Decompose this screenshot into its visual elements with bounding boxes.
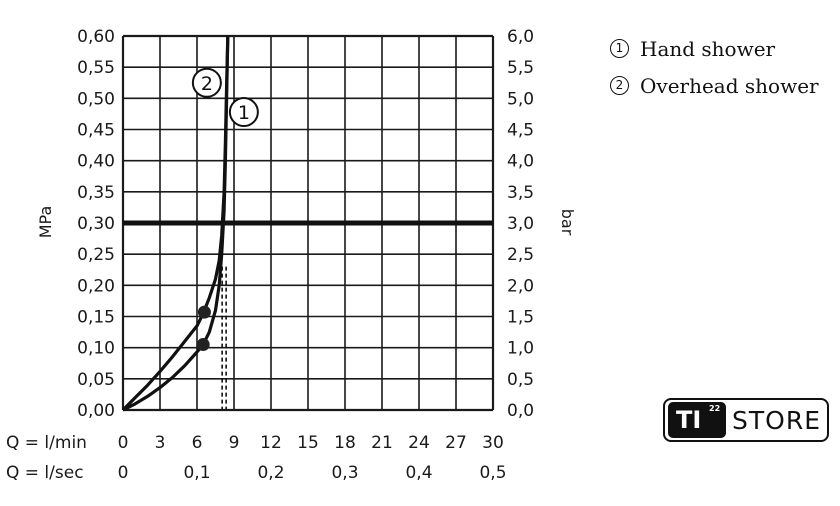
logo-wordmark: STORE xyxy=(732,405,821,435)
x-tick-label-lmin: 6 xyxy=(192,433,203,453)
x-tick-label-lsec: 0,4 xyxy=(405,463,432,483)
x-tick-label-lsec: 0,2 xyxy=(257,463,284,483)
y-axis-title-left: MPa xyxy=(36,206,55,239)
logo-mark: TI 22 xyxy=(668,402,726,438)
curve-2 xyxy=(121,35,230,412)
x-tick-label-lmin: 15 xyxy=(297,433,319,453)
x-tick-label-lsec: 0 xyxy=(118,463,129,483)
curve-labels: 12 xyxy=(191,67,259,128)
y-tick-label-left: 0,15 xyxy=(77,308,115,328)
legend: 1 Hand shower 2 Overhead shower xyxy=(610,30,819,104)
legend-label-1: Hand shower xyxy=(640,36,776,61)
x-axis-title-lsec: Q = l/sec xyxy=(6,463,84,483)
y-tick-label-right: 5,5 xyxy=(507,58,534,78)
y-tick-label-right: 5,0 xyxy=(507,89,534,109)
legend-number-2: 2 xyxy=(610,76,629,95)
curve-label-circle-2 xyxy=(191,67,222,98)
store-logo: TI 22 STORE xyxy=(663,398,829,442)
y-tick-label-left: 0,30 xyxy=(77,214,115,234)
logo-superscript: 22 xyxy=(709,404,721,413)
y-tick-label-left: 0,35 xyxy=(77,183,115,203)
y-tick-label-left: 0,05 xyxy=(77,370,115,390)
y-tick-label-left: 0,55 xyxy=(77,58,115,78)
y-tick-label-right: 0,5 xyxy=(507,370,534,390)
y-tick-label-right: 0,0 xyxy=(507,401,534,421)
y-tick-label-right: 1,0 xyxy=(507,339,534,359)
y-tick-label-right: 3,0 xyxy=(507,214,534,234)
y-axis-title-right: bar xyxy=(558,209,577,236)
curve-2-marker xyxy=(197,305,211,319)
x-tick-label-lmin: 3 xyxy=(155,433,166,453)
y-tick-label-left: 0,40 xyxy=(77,152,115,172)
x-tick-label-lmin: 24 xyxy=(408,433,430,453)
logo-mark-text: TI xyxy=(676,406,702,434)
curve-label-text-1: 1 xyxy=(238,102,250,124)
x-tick-label-lsec: 0,5 xyxy=(479,463,506,483)
x-tick-label-lmin: 12 xyxy=(260,433,282,453)
curve-label-text-2: 2 xyxy=(201,73,213,95)
x-tick-label-lsec: 0,1 xyxy=(183,463,210,483)
y-tick-label-right: 3,5 xyxy=(507,183,534,203)
tick-labels: 0,000,050,100,150,200,250,300,350,400,45… xyxy=(77,27,534,483)
x-tick-label-lmin: 27 xyxy=(445,433,467,453)
y-tick-label-left: 0,45 xyxy=(77,121,115,141)
y-tick-label-right: 2,5 xyxy=(507,245,534,265)
legend-label-2: Overhead shower xyxy=(640,73,819,98)
x-axis-title-lmin: Q = l/min xyxy=(6,433,87,453)
legend-item-hand-shower: 1 Hand shower xyxy=(610,30,819,67)
curve-1-marker xyxy=(196,338,210,352)
y-tick-label-left: 0,00 xyxy=(77,401,115,421)
y-tick-label-left: 0,10 xyxy=(77,339,115,359)
x-tick-label-lmin: 9 xyxy=(229,433,240,453)
y-tick-label-right: 1,5 xyxy=(507,308,534,328)
markers xyxy=(196,305,211,352)
y-tick-label-right: 4,0 xyxy=(507,152,534,172)
y-tick-label-left: 0,25 xyxy=(77,245,115,265)
x-tick-label-lsec: 0,3 xyxy=(331,463,358,483)
x-tick-label-lmin: 0 xyxy=(118,433,129,453)
legend-item-overhead-shower: 2 Overhead shower xyxy=(610,67,819,104)
y-tick-label-right: 4,5 xyxy=(507,121,534,141)
reference-lines xyxy=(123,220,493,410)
x-tick-label-lmin: 18 xyxy=(334,433,356,453)
curves xyxy=(121,35,230,412)
y-tick-label-left: 0,50 xyxy=(77,89,115,109)
y-tick-label-left: 0,60 xyxy=(77,27,115,47)
y-tick-label-right: 2,0 xyxy=(507,276,534,296)
y-tick-label-right: 6,0 xyxy=(507,27,534,47)
legend-number-1: 1 xyxy=(610,39,629,58)
x-tick-label-lmin: 30 xyxy=(482,433,504,453)
curve-label-circle-1 xyxy=(228,97,259,128)
y-tick-label-left: 0,20 xyxy=(77,276,115,296)
x-tick-label-lmin: 21 xyxy=(371,433,393,453)
